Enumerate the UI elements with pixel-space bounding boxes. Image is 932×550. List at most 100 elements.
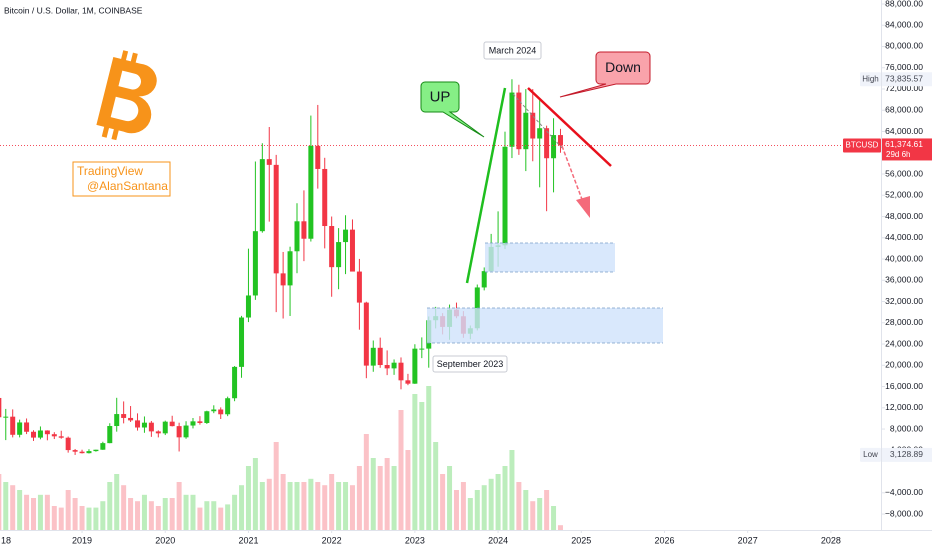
candle-body [155,431,161,434]
volume-bar [343,482,349,530]
volume-bar [107,482,113,530]
candle-body [225,398,231,415]
x-tick-label: 2024 [488,535,508,545]
volume-bar [86,507,92,530]
volume-bar [370,458,376,530]
candle-body [252,231,258,296]
volume-bar [551,506,557,530]
volume-bar [530,501,536,530]
candle-body [31,431,37,438]
volume-bar [121,485,127,530]
y-tick-label: 64,000.00 [885,126,923,136]
x-tick-label: 2023 [405,535,425,545]
x-tick-label: 2027 [738,535,758,545]
candle-body [551,135,557,159]
candle-body [509,92,515,147]
volume-bar [481,485,487,530]
projection-arrow [561,145,584,203]
volume-bar [426,386,432,530]
price-label-value: 61,374.61 [885,139,923,149]
marker-value: 3,128.89 [890,449,923,459]
y-tick-label: 20,000.00 [885,360,923,370]
volume-bar [58,507,64,530]
candle-body [65,437,71,451]
candle-body [363,302,369,366]
candle-body [391,362,397,369]
candle-body [232,366,238,399]
volume-bar [405,450,411,530]
candle-body [51,434,57,437]
guide-line [512,93,563,149]
drawings [427,87,663,344]
x-tick-label: 2020 [155,535,175,545]
volume-bar [488,478,494,530]
candle-body [17,422,23,435]
watermark-text: @AlanSantana [87,179,168,193]
candle-body [516,92,522,150]
candle-body [37,430,43,438]
label-box [843,138,881,153]
y-tick-label: 8,000.00 [890,423,923,433]
candle-body [557,135,563,146]
candle-body [370,347,376,366]
volume-bar [37,494,43,530]
volume-bar [294,482,300,530]
y-tick-label: 40,000.00 [885,253,923,263]
annotation: March 2024 [489,45,537,55]
volume-bar [245,466,251,530]
volume-bar [377,466,383,530]
candle-body [218,409,224,415]
candle-body [266,159,272,165]
y-tick-label: −4,000.00 [885,487,923,497]
volume-bar [467,498,473,530]
volume-bar [218,507,224,530]
volume-layer [0,386,563,530]
price-label-name: BTCUSD [846,141,879,150]
volume-bar [363,434,369,530]
down-callout [559,51,651,98]
volume-bar [474,490,480,530]
volume-bar [17,490,23,530]
x-tick-label: 18 [1,535,11,545]
candle-body [135,420,141,428]
x-tick-label: 2026 [654,535,674,545]
volume-bar [0,474,2,530]
candle-body [141,422,147,428]
candle-body [79,451,85,454]
x-tick-label: 2028 [821,535,841,545]
y-tick-label: 16,000.00 [885,381,923,391]
volume-bar [315,482,321,530]
volume-bar [190,494,196,530]
volume-bar [266,478,272,530]
candle-body [419,348,425,350]
volume-bar [169,498,175,530]
candle-body [322,168,328,227]
volume-bar [329,474,335,530]
volume-bar [24,494,30,530]
volume-bar [537,498,543,530]
candle-body [204,411,210,423]
arrow-head [576,196,590,218]
candle-body [162,421,168,434]
volume-bar [225,504,231,530]
candle-body [121,414,127,418]
volume-bar [141,494,147,530]
volume-bar [557,525,563,530]
candle-body [537,128,543,139]
candle-body [211,409,217,412]
volume-bar [398,410,404,530]
y-tick-label: 68,000.00 [885,105,923,115]
volume-bar [349,485,355,530]
annotation-box [432,355,508,373]
volume-bar [65,490,71,530]
volume-bar [523,490,529,530]
candle-body [315,145,321,169]
volume-bar [447,466,453,530]
volume-bar [412,394,418,530]
bitcoin-logo [96,50,157,141]
candle-body [405,380,411,384]
down-trend-line [527,87,612,167]
price-countdown: 29d 6h [886,150,910,159]
candle-body [259,159,265,232]
chart-title: Bitcoin / U.S. Dollar, 1M, COINBASE [4,5,143,15]
